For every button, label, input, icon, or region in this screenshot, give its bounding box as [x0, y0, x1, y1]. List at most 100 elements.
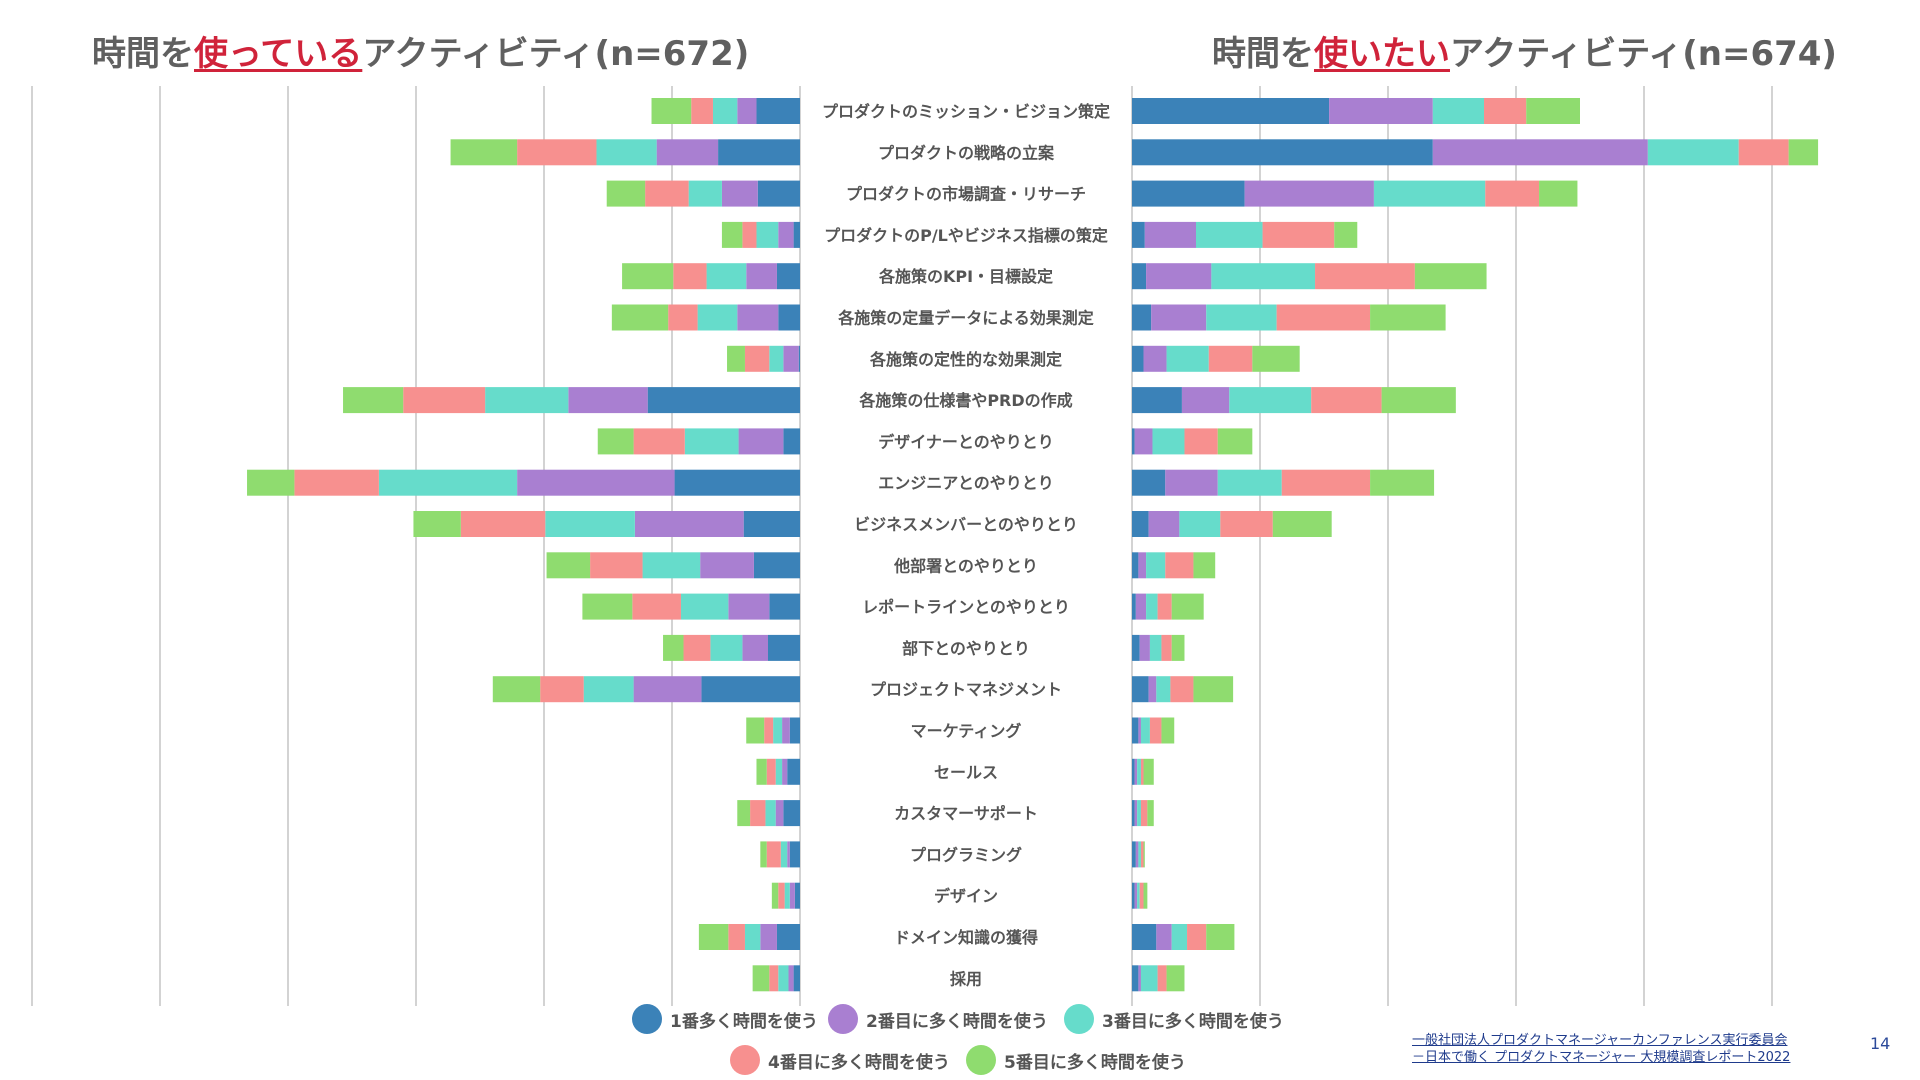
- right-bar-segment-rank1: [1132, 387, 1182, 414]
- category-label: マーケティング: [911, 722, 1022, 741]
- legend-item-rank3: 3番目に多く時間を使う: [1064, 1004, 1284, 1034]
- right-bar-segment-rank3: [1373, 180, 1486, 207]
- left-bar-segment-rank4: [766, 841, 781, 868]
- left-bar-segment-rank1: [743, 511, 800, 537]
- left-bar-segment-rank4: [294, 469, 379, 496]
- right-bar-segment-rank2: [1134, 758, 1138, 785]
- left-bar-segment-rank4: [668, 304, 698, 331]
- right-bar-segment-rank4: [1281, 469, 1371, 496]
- right-bar-segment-rank5: [1217, 428, 1253, 455]
- right-bar-segment-rank4: [1184, 428, 1218, 455]
- left-bar-segment-rank5: [597, 428, 634, 455]
- legend-item-rank1: 1番多く時間を使う: [632, 1004, 818, 1034]
- right-bar-segment-rank5: [1143, 758, 1154, 785]
- left-bar-segment-rank1: [769, 593, 800, 620]
- right-bar-segment-rank5: [1171, 593, 1204, 620]
- left-bar-segment-rank1: [787, 758, 800, 785]
- left-bar-segment-rank1: [757, 180, 800, 207]
- right-bar-segment-rank2: [1156, 924, 1172, 950]
- left-bar-segment-rank2: [782, 717, 790, 744]
- left-bar-segment-rank1: [753, 552, 800, 579]
- left-bar-segment-rank1: [778, 304, 800, 331]
- right-bar-segment-rank3: [1229, 387, 1312, 414]
- legend-swatch-rank5: [966, 1045, 996, 1075]
- right-bar-segment-rank2: [1134, 800, 1138, 827]
- left-bar-segment-rank3: [680, 593, 729, 620]
- right-bar-segment-rank5: [1161, 717, 1175, 744]
- right-bar-segment-rank3: [1206, 304, 1277, 331]
- right-bar-segment-rank3: [1146, 552, 1166, 579]
- left-bar-segment-rank5: [771, 882, 779, 909]
- right-bar-segment-rank4: [1165, 552, 1194, 579]
- right-bar-segment-rank4: [1220, 511, 1273, 537]
- left-bar-segment-rank4: [633, 428, 685, 455]
- right-bar-segment-rank5: [1143, 882, 1148, 909]
- category-label: プロジェクトマネジメント: [870, 680, 1062, 699]
- left-bar-segment-rank4: [766, 758, 776, 785]
- right-bar-segment-rank1: [1132, 676, 1149, 703]
- left-bar-segment-rank3: [765, 800, 776, 827]
- right-bar-segment-rank3: [1140, 717, 1150, 744]
- left-chart-title: 時間を使っているアクティビティ(n=672): [92, 26, 749, 75]
- right-bar-segment-rank3: [1196, 221, 1263, 248]
- category-label: 各施策の仕様書やPRDの作成: [858, 391, 1072, 410]
- left-bar-segment-rank5: [606, 180, 646, 207]
- left-bar-segment-rank2: [737, 98, 757, 124]
- right-bar-segment-rank2: [1144, 221, 1196, 248]
- left-bar-segment-rank5: [651, 98, 692, 124]
- source-citation[interactable]: 一般社団法人プロダクトマネージャーカンファレンス実行委員会 －日本で働く プロダ…: [1412, 1032, 1790, 1066]
- right-bar-segment-rank2: [1138, 552, 1147, 579]
- right-bar-segment-rank1: [1132, 634, 1140, 661]
- left-bar-segment-rank5: [727, 345, 745, 372]
- right-bar-segment-rank2: [1151, 304, 1207, 331]
- right-bar-segment-rank1: [1132, 841, 1136, 868]
- category-label: 採用: [950, 969, 982, 988]
- legend-item-rank2: 2番目に多く時間を使う: [828, 1004, 1048, 1034]
- left-bar-segment-rank3: [712, 98, 738, 124]
- left-bar-segment-rank4: [744, 345, 770, 372]
- right-bar-segment-rank1: [1132, 304, 1152, 331]
- legend-item-rank5: 5番目に多く時間を使う: [966, 1045, 1186, 1075]
- right-bar-segment-rank1: [1132, 800, 1135, 827]
- right-bar-segment-rank5: [1171, 634, 1185, 661]
- left-bar-segment-rank2: [742, 634, 768, 661]
- left-bar-segment-rank2: [737, 304, 779, 331]
- right-bar-segment-rank2: [1135, 841, 1139, 868]
- left-bar-segment-rank5: [343, 387, 404, 414]
- category-label: プロダクトのミッション・ビジョン策定: [822, 102, 1110, 121]
- right-bar-segment-rank4: [1187, 924, 1207, 950]
- legend-swatch-rank2: [828, 1004, 858, 1034]
- legend-label-rank3: 3番目に多く時間を使う: [1102, 1011, 1284, 1032]
- right-bar-segment-rank2: [1138, 717, 1141, 744]
- left-bar-segment-rank4: [691, 98, 713, 124]
- category-label: プロダクトの戦略の立案: [878, 143, 1055, 162]
- left-bar-segment-rank5: [622, 263, 674, 290]
- left-bar-segment-rank1: [776, 263, 800, 290]
- right-bar-segment-rank2: [1135, 593, 1147, 620]
- left-bar-segment-rank1: [798, 345, 800, 372]
- left-bar-segment-rank3: [756, 221, 779, 248]
- right-bar-segment-rank5: [1143, 841, 1145, 868]
- left-bar-segment-rank5: [582, 593, 633, 620]
- left-bar-segment-rank1: [789, 717, 800, 744]
- left-bar-segment-rank3: [545, 511, 635, 537]
- source-line-2[interactable]: －日本で働く プロダクトマネージャー 大規模調査レポート2022: [1412, 1050, 1791, 1065]
- left-bar-segment-rank4: [460, 511, 546, 537]
- right-bar-segment-rank4: [1170, 676, 1194, 703]
- left-bar-segment-rank2: [568, 387, 648, 414]
- category-label: デザイナーとのやりとり: [878, 432, 1054, 451]
- left-bar-segment-rank5: [546, 552, 591, 579]
- right-bar-segment-rank4: [1311, 387, 1382, 414]
- right-title-suffix: アクティビティ(n=674): [1450, 34, 1837, 74]
- left-bar-segment-rank5: [721, 221, 743, 248]
- right-bar-segment-rank4: [1262, 221, 1335, 248]
- source-line-1[interactable]: 一般社団法人プロダクトマネージャーカンファレンス実行委員会: [1412, 1033, 1788, 1048]
- left-bar-segment-rank3: [378, 469, 518, 496]
- left-bar-segment-rank3: [684, 428, 739, 455]
- left-bar-segment-rank1: [783, 800, 800, 827]
- right-bar-segment-rank5: [1788, 139, 1819, 166]
- right-bar-segment-rank3: [1432, 98, 1484, 124]
- right-bar-segment-rank2: [1165, 469, 1218, 496]
- left-bar-segment-rank4: [673, 263, 707, 290]
